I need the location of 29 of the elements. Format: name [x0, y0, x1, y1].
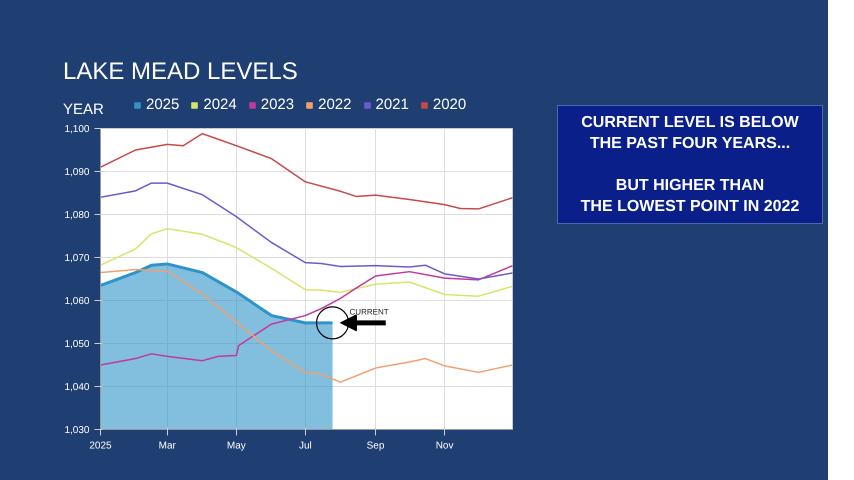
x-tick-label: May — [226, 440, 246, 452]
y-tick-label: 1,050 — [64, 339, 90, 350]
annotation: CURRENT — [350, 307, 389, 316]
legend-label: 2024 — [203, 96, 237, 113]
y-tick-label: 1,040 — [64, 382, 90, 393]
x-tick-label: Nov — [436, 440, 454, 452]
line-series — [100, 132, 512, 210]
text: CURRENT LEVEL IS BELOW THE PAST FOUR YEARS... BUT HIGHER THAN THE LOWEST POINT IN 2022 — [580, 114, 800, 215]
y-tick-label: 1,030 — [64, 425, 90, 436]
x-tick-label: Mar — [158, 440, 177, 452]
legend-label: 2020 — [432, 96, 466, 113]
legend-label: 2025 — [146, 96, 180, 113]
y-tick-label: 1,080 — [64, 210, 90, 221]
legend-label: 2021 — [376, 96, 409, 113]
line-series — [100, 228, 512, 297]
line-series — [100, 182, 512, 280]
x-tick-label: 2025 — [89, 440, 112, 452]
line-series — [100, 264, 512, 366]
legend-label: 2022 — [318, 96, 352, 113]
legend-title: YEAR — [63, 100, 104, 120]
chart-title: LAKE MEAD LEVELS — [63, 57, 298, 87]
x-tick-label: Sep — [366, 440, 385, 452]
y-tick-label: 1,100 — [64, 124, 90, 135]
line-series — [100, 268, 512, 383]
y-tick-label: 1,090 — [64, 167, 90, 178]
legend-label: 2023 — [260, 96, 294, 113]
y-tick-label: 1,070 — [64, 253, 90, 264]
y-tick-label: 1,060 — [64, 296, 90, 307]
x-tick-label: Jul — [298, 440, 312, 452]
